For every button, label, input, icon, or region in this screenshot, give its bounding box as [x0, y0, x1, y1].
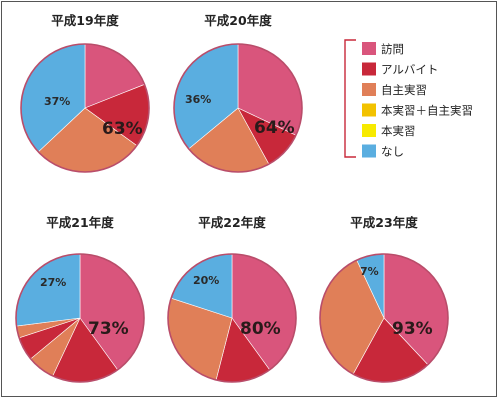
pct-label-none: 7%: [360, 265, 379, 278]
legend-swatch-visit: [362, 42, 376, 55]
pct-label-none: 20%: [193, 274, 219, 287]
legend-swatch-part-time: [362, 62, 376, 76]
pie-slices: [319, 253, 449, 383]
pie-outline: [20, 43, 150, 173]
chart-title: 平成22年度: [198, 215, 266, 230]
pct-label-total: 93%: [392, 319, 433, 339]
pct-label-total: 73%: [88, 319, 129, 339]
chart-title: 平成23年度: [350, 215, 418, 230]
pie-slices: [15, 253, 145, 383]
pie-slices: [167, 253, 297, 383]
pct-label-total: 63%: [102, 119, 143, 139]
legend-label-visit: 訪問: [381, 42, 404, 56]
chart-3: 平成22年度 20% 80%: [167, 215, 297, 383]
pie-slices: [173, 43, 303, 173]
pct-label-total: 80%: [240, 319, 281, 339]
pie-slice-none: [15, 253, 81, 327]
legend-swatch-main-plus-self: [362, 103, 376, 117]
chart-title: 平成21年度: [46, 215, 114, 230]
pie-outline: [319, 253, 449, 383]
legend-swatch-none: [362, 144, 376, 158]
chart-1: 平成20年度 36% 64%: [173, 13, 303, 173]
pie-outline: [15, 253, 145, 383]
legend-label-main-practice: 本実習: [381, 124, 416, 138]
pie-outline: [167, 253, 297, 383]
pct-label-total: 64%: [254, 118, 295, 138]
pct-label-none: 37%: [44, 95, 70, 108]
legend-label-part-time: アルバイト: [381, 63, 438, 77]
legend-label-none: なし: [381, 145, 404, 159]
pie-slices: [20, 43, 150, 173]
pct-label-none: 27%: [40, 276, 66, 289]
legend-label-main-plus-self: 本実習＋自主実習: [381, 104, 473, 118]
legend-swatch-main-practice: [362, 124, 376, 137]
chart-4: 平成23年度 7% 93%: [319, 215, 449, 383]
pie-outline: [173, 43, 303, 173]
legend-label-self-practice: 自主実習: [381, 83, 427, 97]
chart-0: 平成19年度 37% 63%: [20, 13, 150, 173]
chart-title: 平成20年度: [204, 13, 272, 28]
legend-swatch-self-practice: [362, 83, 376, 96]
chart-2: 平成21年度 27% 73%: [15, 215, 145, 383]
pct-label-none: 36%: [185, 93, 211, 106]
legend-bracket: [344, 39, 356, 158]
chart-title: 平成19年度: [51, 13, 119, 28]
